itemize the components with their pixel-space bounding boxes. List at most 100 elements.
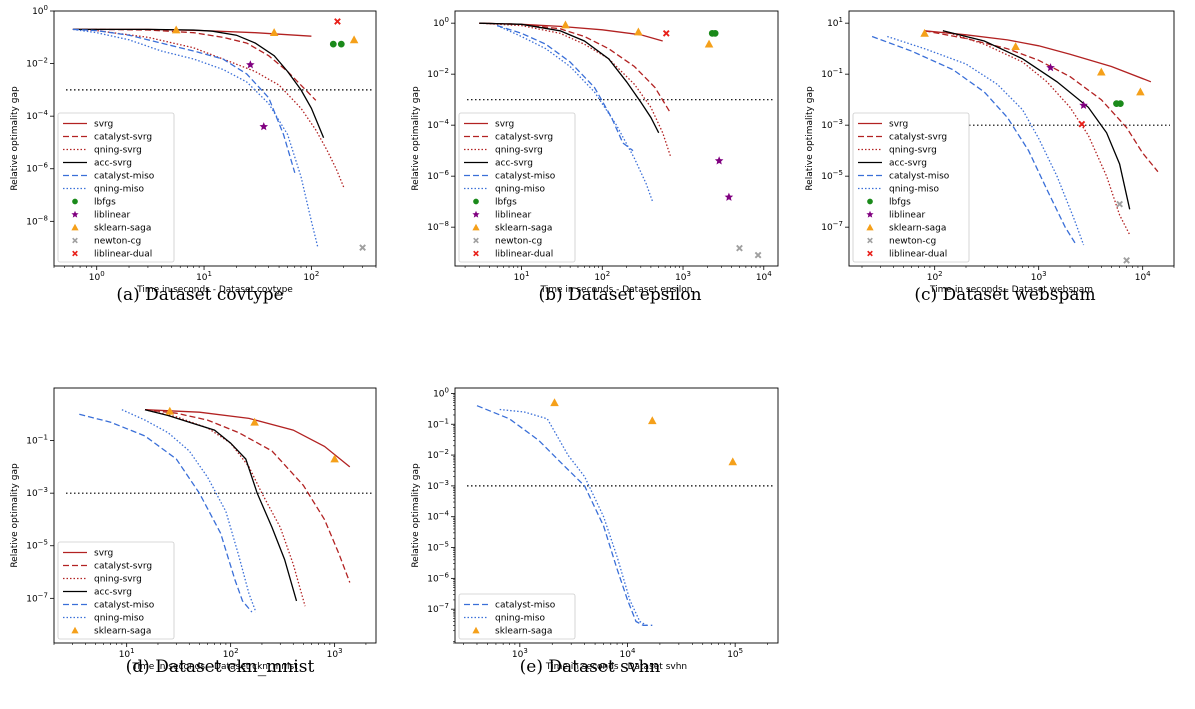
y-tick-label: 10−7 <box>427 602 449 615</box>
line-qning-svrg <box>942 30 1131 236</box>
y-tick-label: 10−1 <box>26 434 48 447</box>
marker-liblinear <box>724 192 734 201</box>
panel-3: 102 103 104 10−7 10−5 10−3 10−1 101 Time in seco… <box>805 10 1175 305</box>
legend-item: qning-miso <box>63 614 145 624</box>
legend: svrg catalyst-svrg qning-svrg acc-svrg catal… <box>458 112 576 263</box>
legend: svrg catalyst-svrg qning-svrg acc-svrg catal… <box>57 112 175 263</box>
legend-label: newton-cg <box>495 237 542 247</box>
marker-sklearn-saga <box>250 417 259 426</box>
line-catalyst-svrg <box>144 409 351 583</box>
legend-item: qning-svrg <box>63 575 142 585</box>
x-axis-label: Time in seconds - Dataset webspam <box>929 285 1093 295</box>
marker-liblinear <box>714 156 724 165</box>
x-axis-label: Time in seconds - Dataset covtype <box>136 285 293 295</box>
legend: svrg catalyst-svrg qning-svrg acc-svrg catal… <box>852 112 970 263</box>
legend-label: qning-miso <box>889 185 940 195</box>
marker-liblinear <box>246 60 255 69</box>
line-acc-svrg <box>72 28 325 139</box>
legend-label: svrg <box>495 120 514 130</box>
panel-2: 101 102 103 104 10−8 10−6 10−4 10−2 100 Time in s… <box>411 10 779 305</box>
legend-box <box>57 112 175 263</box>
y-tick-label: 10−7 <box>821 220 843 233</box>
plot-area <box>79 406 351 613</box>
legend-label: sklearn-saga <box>495 224 552 234</box>
legend-item: liblinear <box>71 210 130 221</box>
legend-marker <box>867 250 873 257</box>
legend-marker <box>472 210 480 218</box>
marker-liblinear-dual <box>1078 120 1086 128</box>
y-axis-label: Relative optimality gap <box>411 463 421 568</box>
legend-item: sklearn-saga <box>71 626 151 637</box>
x-axis-label: Time in seconds - Dataset svhn <box>545 662 687 672</box>
x-tick-label: 103 <box>327 647 343 660</box>
legend-label: qning-miso <box>94 614 145 624</box>
legend-item: svrg <box>63 120 113 130</box>
y-tick-label: 10−6 <box>427 571 449 584</box>
legend-item: catalyst-svrg <box>63 133 152 143</box>
legend-label: newton-cg <box>889 237 936 247</box>
y-tick-label: 10−4 <box>26 109 48 122</box>
legend-label: lbfgs <box>889 198 911 208</box>
line-qning-miso <box>887 35 1085 246</box>
legend-marker <box>72 237 78 244</box>
x-tick-label: 105 <box>727 647 743 660</box>
legend-label: catalyst-miso <box>94 172 155 182</box>
legend-label: acc-svrg <box>94 588 132 598</box>
legend-label: qning-svrg <box>94 146 142 156</box>
caption: (a) Dataset covtype <box>116 285 283 305</box>
y-tick-label: 10−2 <box>427 448 449 461</box>
marker-liblinear-dual <box>334 18 341 25</box>
legend-item: qning-svrg <box>63 146 142 156</box>
legend-label: svrg <box>94 549 113 559</box>
line-catalyst-miso <box>72 28 296 173</box>
legend-item: newton-cg <box>473 237 542 247</box>
legend-label: sklearn-saga <box>94 627 151 637</box>
marker-sklearn-saga <box>550 398 559 407</box>
legend-label: catalyst-svrg <box>94 133 152 143</box>
legend-item: catalyst-miso <box>63 172 155 182</box>
line-acc-svrg <box>144 409 298 602</box>
legend-label: acc-svrg <box>94 159 132 169</box>
legend-item: qning-miso <box>464 614 546 624</box>
legend-box <box>852 112 970 263</box>
legend-item: catalyst-miso <box>63 601 155 611</box>
marker-newton-cg <box>736 244 743 252</box>
line-svrg <box>144 409 351 468</box>
line-qning-miso <box>72 28 319 248</box>
y-tick-label: 10−5 <box>821 169 843 182</box>
legend-marker <box>866 223 874 231</box>
legend-label: liblinear <box>495 211 531 221</box>
legend-item: catalyst-svrg <box>858 133 947 143</box>
legend-item: catalyst-svrg <box>464 133 553 143</box>
legend-item: catalyst-miso <box>464 172 556 182</box>
marker-sklearn-saga <box>634 27 643 36</box>
marker-lbfgs <box>711 29 719 37</box>
x-tick-label: 102 <box>927 270 943 283</box>
legend-marker <box>473 198 479 205</box>
y-tick-label: 10−8 <box>427 220 449 233</box>
line-qning-svrg <box>72 28 345 188</box>
line-qning-miso <box>499 408 647 626</box>
legend-item: liblinear-dual <box>72 250 152 260</box>
legend-item: catalyst-miso <box>858 172 950 182</box>
legend-marker <box>472 223 480 231</box>
y-tick-label: 10−5 <box>26 539 48 552</box>
axes-frame <box>454 387 779 644</box>
x-axis-label: Time in seconds - Dataset epsilon <box>540 285 693 295</box>
legend-label: catalyst-miso <box>94 601 155 611</box>
legend-item: lbfgs <box>867 198 911 208</box>
y-tick-label: 10−2 <box>26 57 48 70</box>
marker-liblinear <box>1079 100 1088 109</box>
legend-item: liblinear <box>866 210 925 221</box>
line-qning-miso <box>496 25 654 202</box>
x-tick-label: 103 <box>675 270 691 283</box>
marker-sklearn-saga <box>561 20 570 29</box>
legend-item: liblinear-dual <box>473 250 553 260</box>
legend: catalyst-miso qning-miso sklearn-saga <box>458 593 576 640</box>
y-axis-label: Relative optimality gap <box>411 86 421 191</box>
legend-label: liblinear <box>889 211 925 221</box>
marker-newton-cg <box>1123 256 1130 264</box>
legend-marker <box>72 250 78 257</box>
line-catalyst-svrg <box>924 30 1159 173</box>
plot-area <box>479 20 762 259</box>
